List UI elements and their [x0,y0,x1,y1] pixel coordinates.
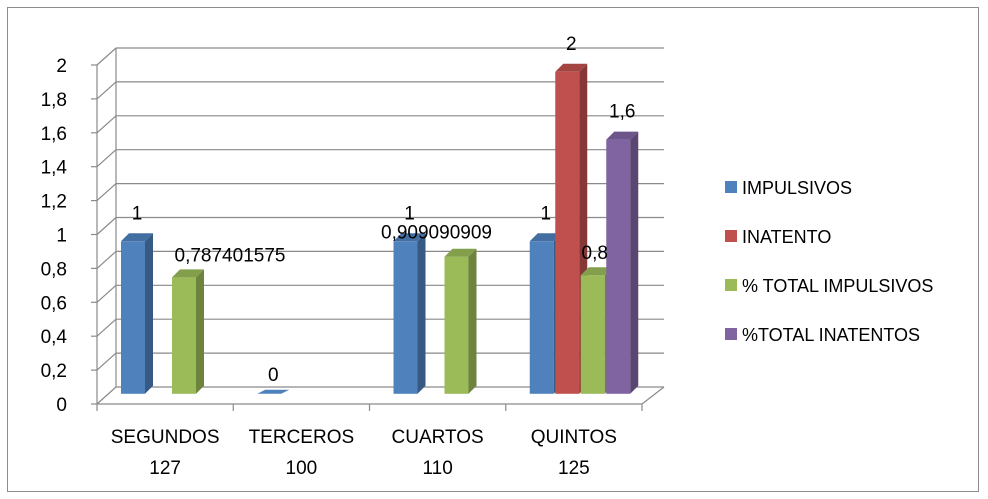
data-label: 0 [268,365,279,386]
bar-side [630,131,639,394]
data-label: 0,909090909 [381,223,492,244]
x-category-label: QUINTOS [531,427,617,448]
y-tick-label: 0,4 [41,327,68,348]
gridline-side [96,386,117,405]
bar-chart: 0 0,2 0,4 0,6 0,8 1 1,2 1,4 1,6 1,8 2 SEGUNDOS 127 TE… [41,34,934,479]
data-label: 1 [404,203,415,224]
gridline-side [96,149,117,168]
legend-swatch [725,279,737,291]
x-category-label: 127 [149,458,181,479]
x-category-label: 100 [286,458,318,479]
y-tick-label: 1,6 [41,124,67,145]
bar-side [145,233,153,394]
bar-top [555,63,588,72]
bar-top [580,267,613,276]
bar-side [417,233,426,394]
bar-side [468,248,477,394]
bar-inatento [555,71,580,394]
gridline-side [96,115,117,134]
floor-edge [641,386,665,405]
bar-side [196,269,204,394]
bar--total-impulsivos [172,277,196,394]
data-label: 1 [132,203,143,224]
bar-impulsivos [529,241,554,394]
bar--total-inatentos [606,139,631,394]
bar-top [172,269,204,278]
bar-top [529,233,562,242]
chart-frame: 0 0,2 0,4 0,6 0,8 1 1,2 1,4 1,6 1,8 2 SEGUNDOS 127 TE… [7,7,979,492]
gridline-side [96,250,117,269]
y-tick-label: 1,4 [41,158,68,179]
y-tick-label: 1,8 [41,90,67,111]
bar--total-impulsivos [444,256,469,394]
data-label: 1 [540,203,551,224]
gridline-side [96,284,117,303]
bar-zero [257,389,290,394]
y-tick-label: 0,8 [41,259,67,280]
gridline-side [96,47,117,66]
bar--total-impulsivos [580,275,605,394]
gridline-side [96,183,117,202]
x-category-label: 125 [558,458,590,479]
gridline-side [96,81,117,100]
gridline-side [96,217,117,235]
x-category-label: TERCEROS [249,427,355,448]
bar-impulsivos [393,241,418,394]
y-tick-label: 1 [56,226,67,247]
y-tick-label: 0,2 [41,361,67,382]
y-tick-label: 2 [56,56,67,77]
gridline-side [96,318,117,337]
bar-top [121,233,153,242]
gridline-side [96,352,117,371]
bar-top [393,233,426,242]
legend-swatch [725,181,737,193]
bar-impulsivos [121,241,145,394]
x-category-label: 110 [422,458,452,479]
data-label: 2 [566,34,577,55]
data-label: 0,787401575 [175,245,286,266]
legend-swatch [725,328,737,340]
x-category-label: CUARTOS [392,427,484,448]
legend-entry: % TOTAL IMPULSIVOS [742,276,933,296]
y-tick-label: 0 [56,395,67,416]
y-tick-label: 0,6 [41,293,67,314]
data-label: 1,6 [609,102,635,123]
legend-entry: IMPULSIVOS [742,178,852,198]
x-category-label: SEGUNDOS [111,427,220,448]
bar-top [444,248,477,257]
y-tick-label: 1,2 [41,192,67,213]
data-label: 0,8 [582,243,608,264]
legend-swatch [725,230,737,242]
legend-entry: INATENTO [742,227,831,247]
legend-entry: %TOTAL INATENTOS [742,325,920,345]
bar-top [606,131,639,140]
